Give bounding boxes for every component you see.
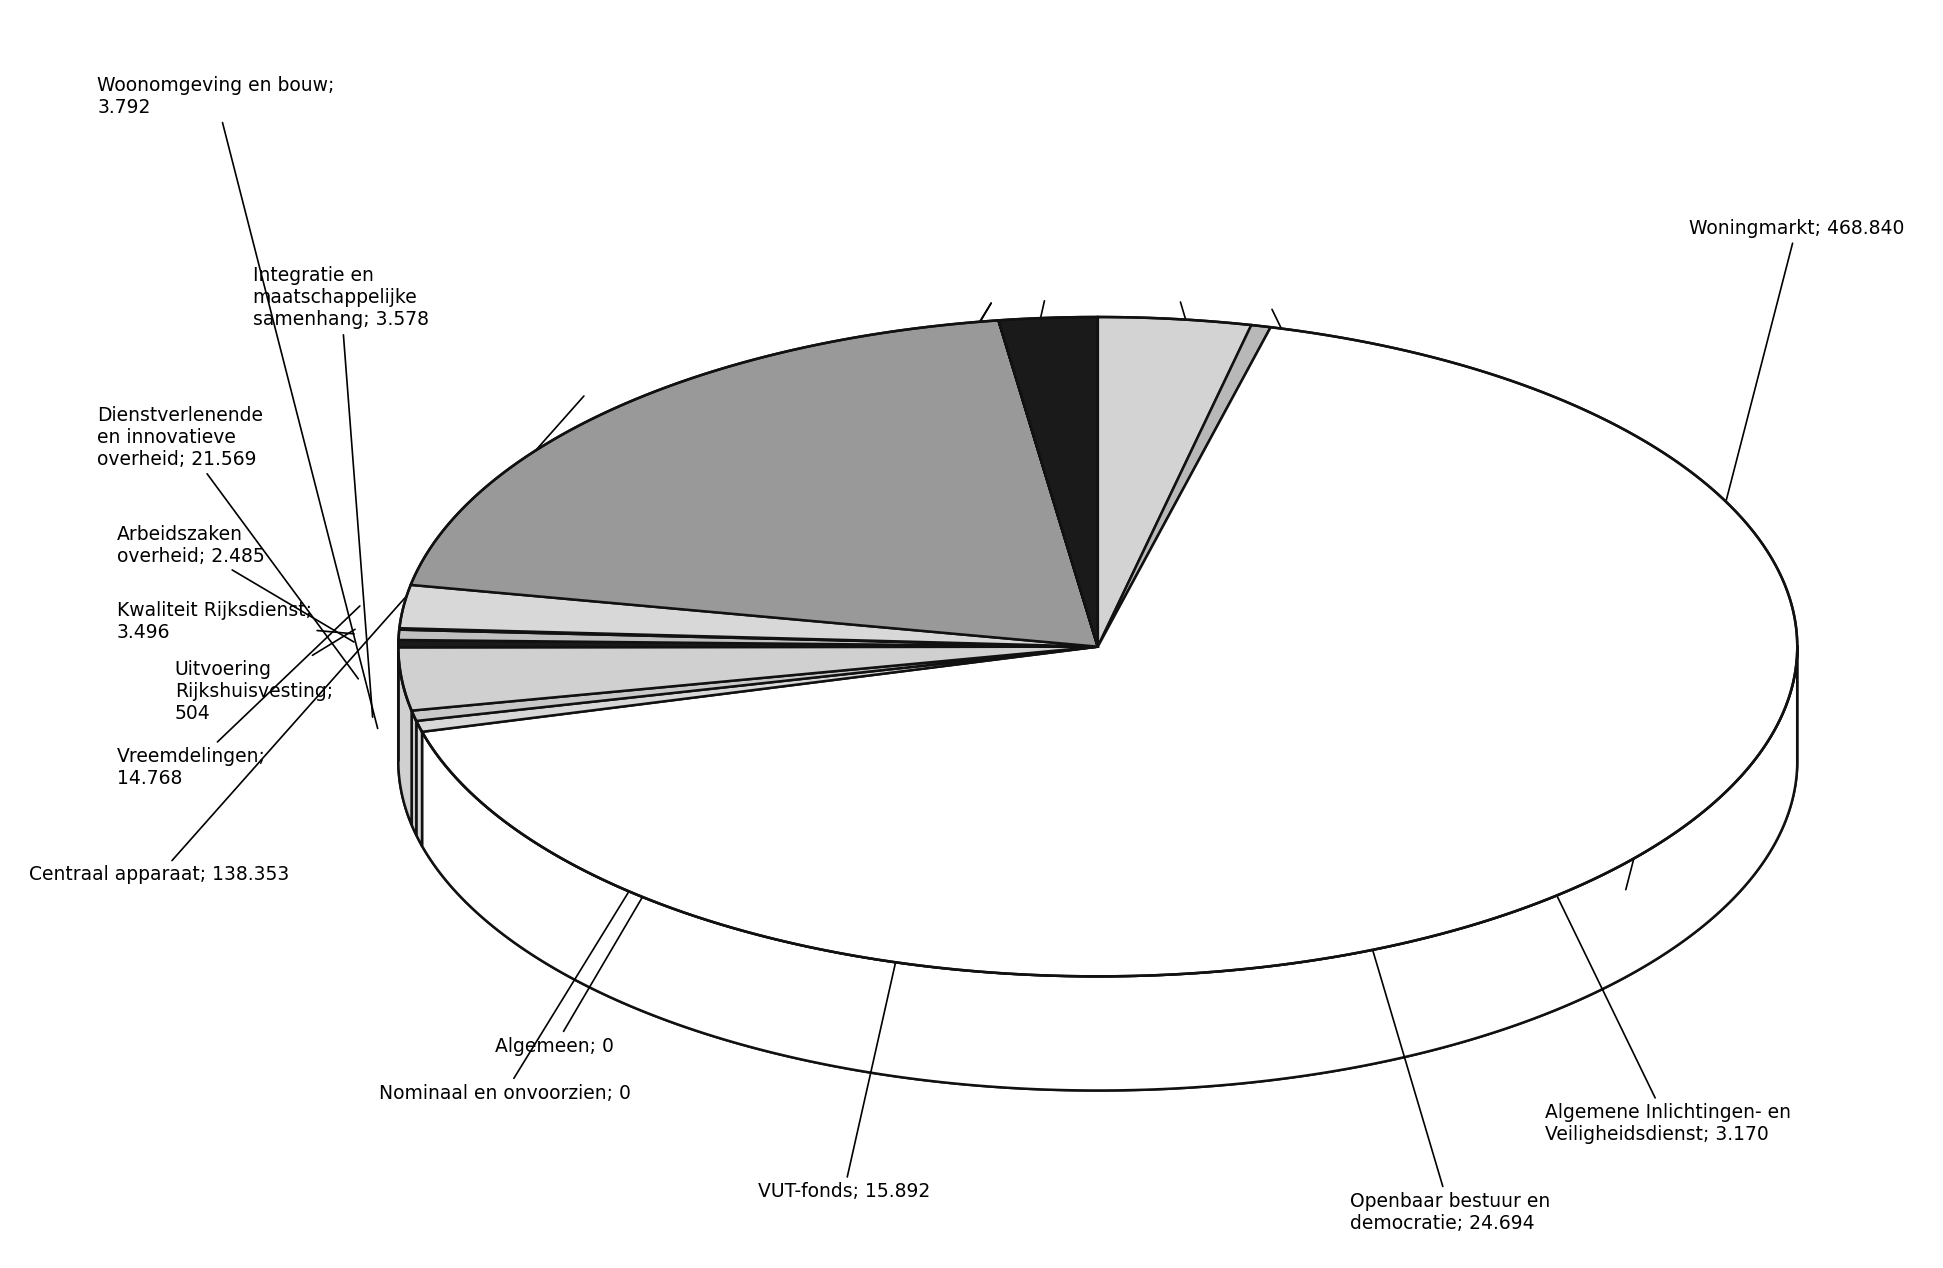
Text: Openbaar bestuur en
democratie; 24.694: Openbaar bestuur en democratie; 24.694	[1181, 302, 1551, 1232]
Polygon shape	[398, 647, 412, 824]
Polygon shape	[999, 317, 1098, 647]
Polygon shape	[398, 647, 1098, 710]
Text: Woningmarkt; 468.840: Woningmarkt; 468.840	[1626, 219, 1904, 890]
Text: VUT-fonds; 15.892: VUT-fonds; 15.892	[758, 301, 1045, 1201]
Polygon shape	[1098, 325, 1271, 647]
Polygon shape	[410, 321, 1098, 647]
Text: Algemene Inlichtingen- en
Veiligheidsdienst; 3.170: Algemene Inlichtingen- en Veiligheidsdie…	[1273, 309, 1791, 1144]
Polygon shape	[398, 640, 1098, 647]
Polygon shape	[999, 321, 1098, 647]
Text: Arbeidszaken
overheid; 2.485: Arbeidszaken overheid; 2.485	[117, 525, 354, 642]
Polygon shape	[999, 321, 1098, 647]
Text: Kwaliteit Rijksdienst;
3.496: Kwaliteit Rijksdienst; 3.496	[117, 601, 354, 642]
Text: Algemeen; 0: Algemeen; 0	[495, 303, 991, 1055]
Text: Woonomgeving en bouw;
3.792: Woonomgeving en bouw; 3.792	[97, 76, 377, 729]
Polygon shape	[412, 710, 416, 836]
Text: Nominaal en onvoorzien; 0: Nominaal en onvoorzien; 0	[379, 303, 991, 1102]
Polygon shape	[416, 647, 1098, 732]
Polygon shape	[398, 628, 1098, 647]
Polygon shape	[398, 647, 1797, 1090]
Polygon shape	[422, 652, 1797, 1090]
Text: Centraal apparaat; 138.353: Centraal apparaat; 138.353	[29, 396, 585, 884]
Polygon shape	[422, 327, 1797, 976]
Text: Vreemdelingen;
14.768: Vreemdelingen; 14.768	[117, 606, 359, 787]
Text: Uitvoering
Rijkshuisvesting;
504: Uitvoering Rijkshuisvesting; 504	[175, 629, 356, 723]
Text: Integratie en
maatschappelijke
samenhang; 3.578: Integratie en maatschappelijke samenhang…	[253, 266, 429, 718]
Polygon shape	[400, 585, 1098, 647]
Polygon shape	[398, 630, 1098, 647]
Polygon shape	[412, 647, 1098, 721]
Polygon shape	[416, 721, 422, 846]
Polygon shape	[1098, 317, 1251, 647]
Text: Dienstverlenende
en innovatieve
overheid; 21.569: Dienstverlenende en innovatieve overheid…	[97, 406, 358, 678]
